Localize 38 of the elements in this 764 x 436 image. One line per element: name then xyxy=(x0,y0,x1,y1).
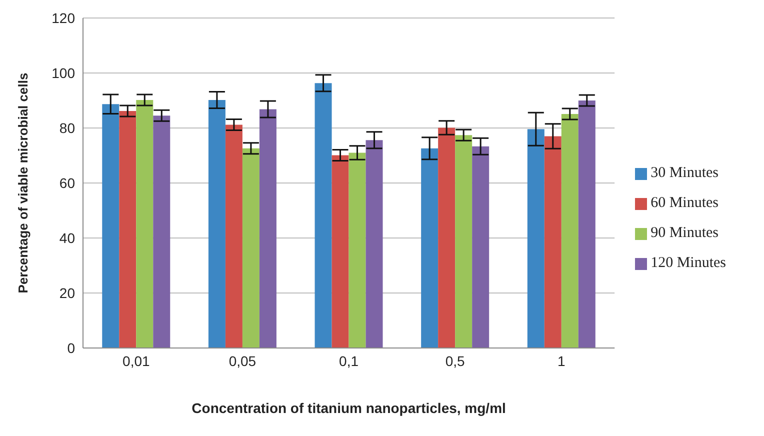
legend-label: 120 Minutes xyxy=(650,255,726,271)
y-tick-label: 80 xyxy=(59,120,76,136)
y-axis-title: Percentage of viable microbial cells xyxy=(16,72,31,294)
x-tick-label: 1 xyxy=(558,352,566,369)
y-tick-label: 20 xyxy=(59,284,76,301)
bar xyxy=(332,155,349,348)
x-tick-label: 0,5 xyxy=(445,352,466,369)
y-tick-label: 40 xyxy=(59,230,76,246)
x-tick-label: 0,1 xyxy=(339,352,359,369)
bar xyxy=(225,124,242,348)
bar xyxy=(348,152,366,348)
x-tick-label: 0,05 xyxy=(228,352,256,369)
bar xyxy=(153,116,170,348)
legend-label: 90 Minutes xyxy=(650,225,718,241)
bar xyxy=(527,129,544,348)
bar xyxy=(208,100,226,348)
bar xyxy=(544,136,562,348)
bar xyxy=(119,110,136,348)
bar xyxy=(561,114,578,348)
bar xyxy=(136,100,154,348)
bar xyxy=(455,135,472,348)
legend-label: 60 Minutes xyxy=(650,195,718,211)
y-tick-label: 60 xyxy=(59,174,76,191)
bar xyxy=(314,83,332,348)
y-tick-label: 0 xyxy=(67,340,76,356)
y-tick-label: 100 xyxy=(52,64,76,81)
bar xyxy=(259,109,276,348)
y-tick-label: 120 xyxy=(52,10,76,26)
x-axis-title: Concentration of titanium nanoparticles, mg/ml xyxy=(192,400,506,416)
bar xyxy=(102,104,120,348)
legend-label: 30 Minutes xyxy=(650,165,718,181)
bar xyxy=(472,146,490,348)
bar xyxy=(578,100,596,348)
x-tick-label: 0,01 xyxy=(122,352,150,369)
bar xyxy=(421,148,438,348)
bar xyxy=(438,128,456,348)
bar xyxy=(242,148,260,348)
bar xyxy=(366,140,383,348)
